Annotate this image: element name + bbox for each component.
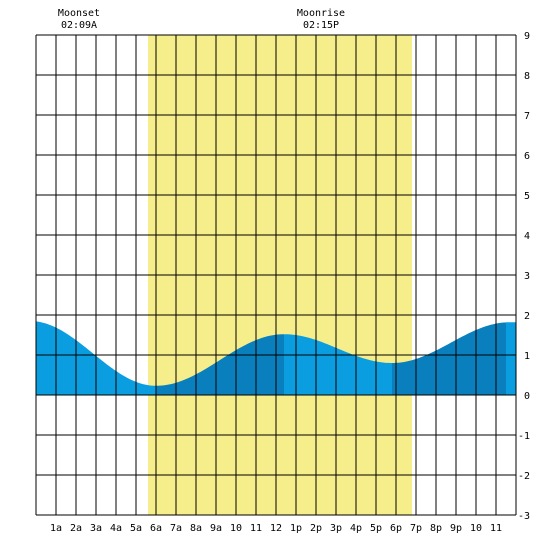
- tide-band-4: [506, 322, 516, 395]
- x-tick-label: 2p: [310, 523, 322, 534]
- y-tick-label: -1: [518, 431, 530, 442]
- x-tick-label: 3a: [90, 523, 102, 534]
- x-tick-label: 1a: [50, 523, 62, 534]
- moon-event-time: 02:09A: [61, 20, 97, 31]
- x-tick-label: 6p: [390, 523, 402, 534]
- tide-band-1: [156, 334, 284, 395]
- x-tick-label: 6a: [150, 523, 162, 534]
- x-tick-label: 3p: [330, 523, 342, 534]
- moon-event-label: Moonset: [58, 8, 100, 19]
- y-tick-label: 1: [524, 351, 530, 362]
- x-tick-label: 10: [230, 523, 242, 534]
- y-tick-label: 2: [524, 311, 530, 322]
- x-tick-label: 9p: [450, 523, 462, 534]
- x-tick-label: 5a: [130, 523, 142, 534]
- tide-band-2: [284, 334, 392, 395]
- moon-event-time: 02:15P: [303, 20, 339, 31]
- x-tick-label: 2a: [70, 523, 82, 534]
- x-tick-label: 5p: [370, 523, 382, 534]
- moon-event-label: Moonrise: [297, 8, 345, 19]
- x-tick-label: 8p: [430, 523, 442, 534]
- y-tick-label: 8: [524, 71, 530, 82]
- y-tick-label: 3: [524, 271, 530, 282]
- x-tick-label: 4a: [110, 523, 122, 534]
- y-tick-label: 6: [524, 151, 530, 162]
- x-tick-label: 9a: [210, 523, 222, 534]
- x-tick-label: 8a: [190, 523, 202, 534]
- x-tick-label: 1p: [290, 523, 302, 534]
- tide-band-3: [392, 322, 506, 395]
- x-tick-label: 7a: [170, 523, 182, 534]
- x-tick-label: 12: [270, 523, 282, 534]
- x-tick-label: 10: [470, 523, 482, 534]
- x-tick-label: 11: [250, 523, 262, 534]
- y-tick-label: 4: [524, 231, 530, 242]
- y-tick-label: 7: [524, 111, 530, 122]
- y-tick-label: -2: [518, 471, 530, 482]
- y-tick-label: -3: [518, 511, 530, 522]
- y-tick-label: 0: [524, 391, 530, 402]
- x-tick-label: 4p: [350, 523, 362, 534]
- y-tick-label: 5: [524, 191, 530, 202]
- x-tick-label: 11: [490, 523, 502, 534]
- y-tick-label: 9: [524, 31, 530, 42]
- x-tick-label: 7p: [410, 523, 422, 534]
